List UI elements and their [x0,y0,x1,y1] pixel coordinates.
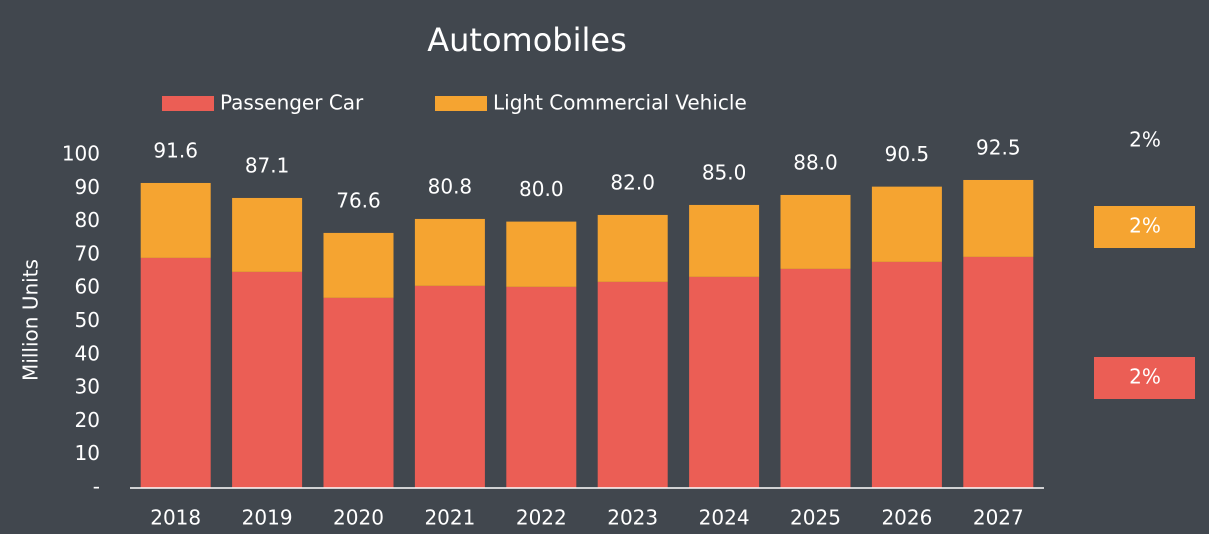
bar-segment [689,204,760,277]
y-tick-label: 80 [75,208,100,232]
bar-segment [414,285,485,488]
bar-segment [506,221,577,287]
legend-label: Light Commercial Vehicle [493,91,747,115]
y-tick-label: 70 [75,241,100,265]
legend-label: Passenger Car [220,91,364,115]
x-tick-label: 2025 [790,506,841,530]
bar-segment [780,194,851,269]
total-label: 88.0 [793,150,838,174]
annotation: 2% [1129,128,1161,152]
bar-segment [597,281,668,488]
bar-segment [140,257,211,488]
annotation-box [1094,357,1195,399]
annotation-box [1094,206,1195,248]
y-axis-label: Million Units [19,259,43,381]
bar-segment [597,214,668,282]
y-tick-label: 30 [75,375,100,399]
total-label: 91.6 [153,138,198,162]
y-tick-label: 40 [75,341,100,365]
legend-swatch [162,96,214,111]
x-tick-label: 2027 [973,506,1024,530]
y-tick-label: 60 [75,275,100,299]
x-tick-label: 2023 [607,506,658,530]
y-tick-label: 10 [75,441,100,465]
x-tick-label: 2024 [699,506,750,530]
y-tick-label: 20 [75,408,100,432]
total-label: 85.0 [702,160,747,184]
total-label: 92.5 [976,135,1021,159]
bar-segment [232,197,303,272]
bar-segment [871,261,942,488]
total-label: 87.1 [245,153,290,177]
y-tick-label: - [93,475,100,499]
x-tick-label: 2018 [150,506,201,530]
bar-segment [232,271,303,488]
bar-segment [414,218,485,286]
total-label: 80.0 [519,177,564,201]
bar-segment [506,286,577,488]
y-tick-label: 90 [75,175,100,199]
bar-segment [689,276,760,488]
annotation: 2% [1129,214,1161,238]
annotation: 2% [1129,365,1161,389]
x-tick-label: 2019 [242,506,293,530]
bar-segment [323,232,394,298]
total-label: 80.8 [428,174,473,198]
bar-segment [963,256,1034,488]
x-tick-label: 2021 [424,506,475,530]
chart-title: Automobiles [427,21,627,59]
bar-segment [780,268,851,488]
total-label: 90.5 [885,142,930,166]
legend-swatch [435,96,487,111]
x-tick-label: 2020 [333,506,384,530]
x-tick-label: 2026 [881,506,932,530]
total-label: 82.0 [610,170,655,194]
bar-segment [963,179,1034,257]
bar-segment [323,297,394,488]
y-tick-label: 100 [62,142,100,166]
x-tick-label: 2022 [516,506,567,530]
bar-segment [140,182,211,258]
bar-segment [871,186,942,262]
y-tick-label: 50 [75,308,100,332]
total-label: 76.6 [336,188,381,212]
